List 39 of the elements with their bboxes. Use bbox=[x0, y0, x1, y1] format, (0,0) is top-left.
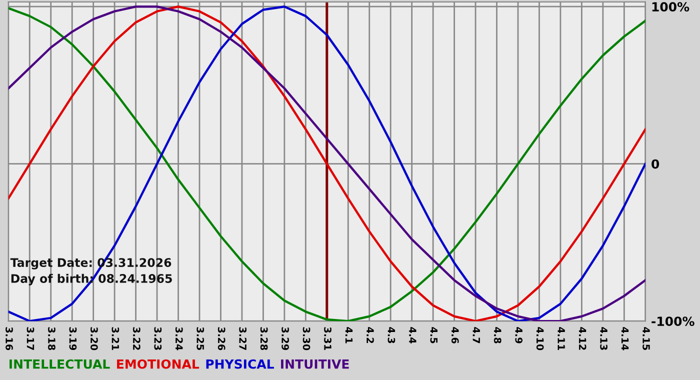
x-tick-label: 3.29 bbox=[282, 327, 289, 350]
x-tick-label: 3.16 bbox=[6, 327, 13, 350]
x-tick-label: 4.1 bbox=[345, 327, 353, 344]
x-tick-label: 3.30 bbox=[302, 327, 310, 350]
x-tick-label: 4.6 bbox=[451, 327, 459, 344]
text: INTUITIVE bbox=[281, 359, 349, 369]
x-tick-label: 4.13 bbox=[600, 327, 608, 350]
x-tick-label: 3.18 bbox=[48, 327, 56, 350]
x-tick-label: 3.31 bbox=[324, 327, 332, 350]
x-tick-label: 3.21 bbox=[112, 327, 120, 350]
text: PHYSICAL bbox=[206, 359, 274, 369]
x-tick-label: 3.25 bbox=[196, 327, 204, 350]
text: INTELLECTUAL bbox=[10, 359, 110, 369]
x-tick-label: 3.23 bbox=[154, 327, 162, 350]
x-tick-label: 3.22 bbox=[132, 327, 140, 350]
x-tick-label: 4.11 bbox=[558, 327, 565, 350]
y-tick-label: 100% bbox=[652, 2, 690, 12]
x-tick-label: 4.8 bbox=[494, 327, 502, 344]
text: EMOTIONAL bbox=[117, 359, 200, 369]
x-tick-label: 4.9 bbox=[515, 327, 523, 344]
x-tick-label: 4.15 bbox=[642, 327, 650, 350]
x-tick-label: 4.2 bbox=[366, 327, 374, 344]
x-tick-label: 4.5 bbox=[430, 327, 438, 344]
x-tick-label: 4.14 bbox=[621, 327, 629, 350]
y-tick-label: 0 bbox=[652, 159, 660, 169]
x-tick-label: 3.20 bbox=[90, 327, 98, 350]
x-tick-label: 3.19 bbox=[69, 327, 77, 350]
x-tick-label: 3.27 bbox=[239, 327, 246, 350]
x-tick-label: 4.10 bbox=[536, 327, 544, 350]
x-tick-label: 4.7 bbox=[472, 327, 480, 344]
x-tick-label: 4.4 bbox=[409, 327, 416, 344]
annotation: Day of birth: 08.24.1965 bbox=[11, 274, 172, 286]
y-tick-label: -100% bbox=[652, 316, 694, 326]
x-tick-label: 4.12 bbox=[579, 327, 586, 350]
x-tick-label: 3.17 bbox=[26, 327, 34, 350]
x-tick-label: 3.26 bbox=[218, 327, 226, 350]
x-tick-label: 4.3 bbox=[388, 327, 396, 344]
x-tick-label: 3.28 bbox=[260, 327, 268, 350]
x-tick-label: 3.24 bbox=[175, 327, 183, 350]
